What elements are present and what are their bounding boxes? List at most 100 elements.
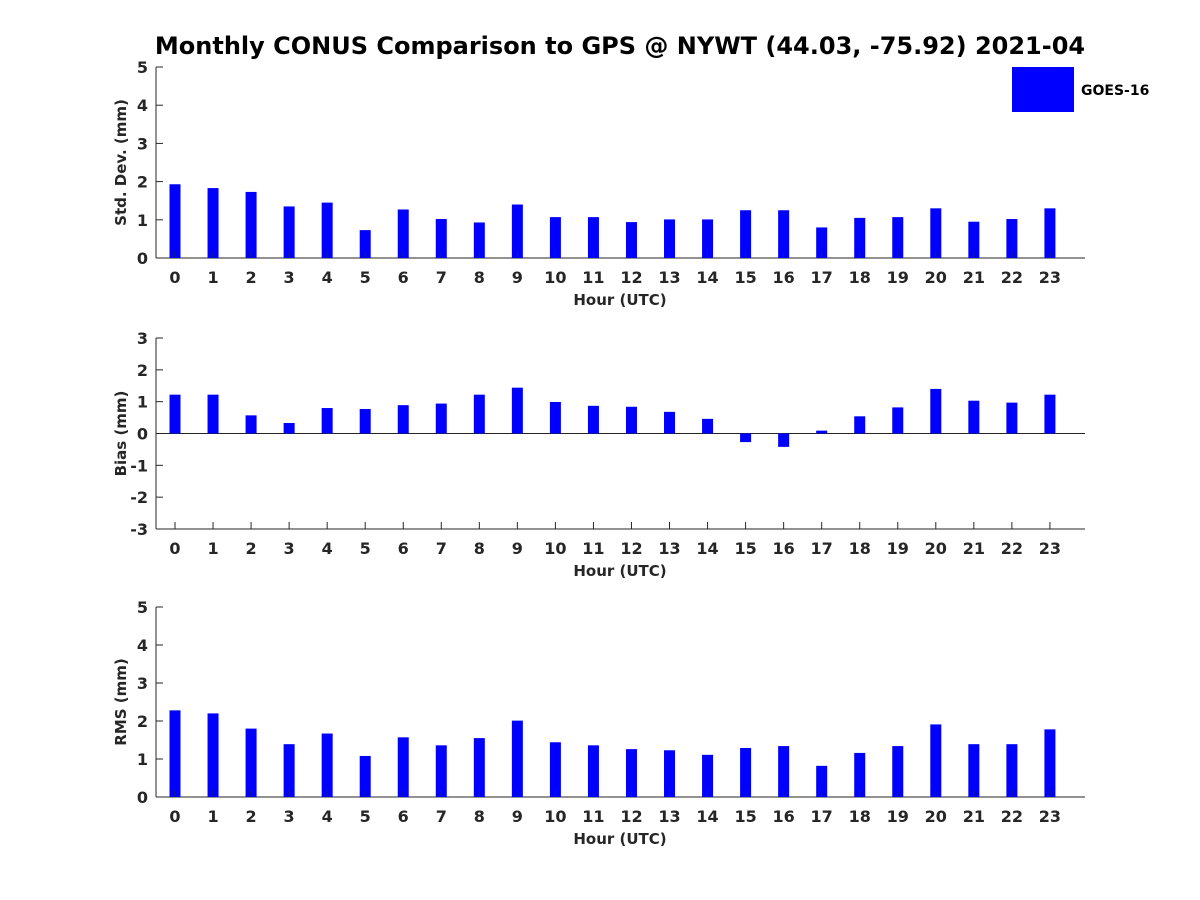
std-dev-x-tick-label: 6 [398,268,409,287]
std-dev-x-tick-label: 17 [811,268,833,287]
bias-x-tick-label: 11 [582,539,604,558]
bias-x-tick-label: 0 [169,539,180,558]
bias-x-tick-label: 2 [246,539,257,558]
bias-bar-6 [397,405,409,434]
rms-bar-23 [1044,729,1056,797]
bias-bar-5 [359,408,371,434]
rms-x-tick-label: 7 [436,807,447,826]
rms-x-tick-label: 9 [512,807,523,826]
bias-y-tick-label: -2 [130,488,148,507]
std-dev-bar-16 [778,210,790,258]
rms-x-tick-label: 21 [963,807,985,826]
rms-bar-0 [169,710,181,797]
bias-x-tick-label: 1 [207,539,218,558]
std-dev-y-tick-label: 5 [137,58,148,77]
rms-bar-10 [549,742,561,797]
bias-x-tick-label: 17 [811,539,833,558]
std-dev-x-tick-label: 22 [1001,268,1023,287]
std-dev-x-tick-label: 23 [1039,268,1061,287]
rms-bar-19 [892,746,904,797]
bias-x-tick-label: 5 [360,539,371,558]
bias-x-tick-label: 7 [436,539,447,558]
bias-bar-16 [778,433,790,447]
rms-x-tick-label: 10 [544,807,566,826]
std-dev-y-tick-label: 4 [137,96,148,115]
bias-y-axis-label: Bias (mm) [112,391,130,477]
rms-x-tick-label: 16 [773,807,795,826]
std-dev-x-tick-label: 15 [734,268,756,287]
bias-x-tick-label: 3 [284,539,295,558]
std-dev-bar-18 [854,217,866,258]
std-dev-x-tick-label: 3 [284,268,295,287]
bias-bar-4 [321,408,333,434]
std-dev-x-tick-label: 10 [544,268,566,287]
rms-y-tick-label: 1 [137,750,148,769]
bias-x-tick-label: 9 [512,539,523,558]
rms-bar-16 [778,746,790,797]
chart-title: Monthly CONUS Comparison to GPS @ NYWT (… [155,32,1085,60]
bias-bar-21 [968,400,980,434]
std-dev-bar-21 [968,221,980,258]
std-dev-y-axis-label: Std. Dev. (mm) [112,99,130,226]
bias-bar-13 [664,411,676,434]
legend: GOES-16 [1012,67,1149,112]
rms-x-axis-label: Hour (UTC) [573,830,666,848]
rms-x-tick-label: 3 [284,807,295,826]
bias-x-tick-label: 10 [544,539,566,558]
bias-bar-7 [435,403,447,434]
std-dev-y-tick-label: 1 [137,211,148,230]
bias-bar-22 [1006,402,1018,434]
rms-bar-12 [625,749,637,797]
std-dev-bar-4 [321,202,333,258]
rms-bar-20 [930,724,942,797]
std-dev-bar-8 [473,222,485,258]
bias-bar-11 [587,405,599,434]
rms-x-tick-label: 2 [246,807,257,826]
std-dev-x-tick-label: 12 [620,268,642,287]
bias-bar-23 [1044,394,1056,434]
std-dev-bar-5 [359,230,371,258]
rms-x-tick-label: 6 [398,807,409,826]
rms-x-tick-label: 5 [360,807,371,826]
rms-bar-3 [283,744,295,797]
bias-bar-12 [625,406,637,434]
rms-bar-4 [321,733,333,797]
bias-y-tick-label: -3 [130,520,148,539]
rms-bar-5 [359,755,371,797]
std-dev-x-tick-label: 1 [207,268,218,287]
bias-bar-19 [892,407,904,434]
std-dev-bar-23 [1044,208,1056,258]
bias-x-tick-label: 22 [1001,539,1023,558]
std-dev-x-tick-label: 8 [474,268,485,287]
bias-y-tick-label: 3 [137,329,148,348]
std-dev-x-tick-label: 7 [436,268,447,287]
std-dev-y-tick-label: 3 [137,134,148,153]
std-dev-x-tick-label: 19 [887,268,909,287]
std-dev-x-tick-label: 0 [169,268,180,287]
rms-x-tick-label: 20 [925,807,947,826]
std-dev-y-tick-label: 2 [137,173,148,192]
bias-bar-0 [169,394,181,434]
bias-x-tick-label: 16 [773,539,795,558]
std-dev-bar-14 [702,219,714,258]
std-dev-x-tick-label: 2 [246,268,257,287]
std-dev-bar-13 [664,219,676,258]
bias-x-axis-label: Hour (UTC) [573,562,666,580]
bias-bar-20 [930,388,942,434]
bias-y-tick-label: -1 [130,456,148,475]
bias-y-tick-label: 0 [137,425,148,444]
rms-y-tick-label: 3 [137,674,148,693]
rms-y-axis-label: RMS (mm) [112,658,130,745]
std-dev-bar-3 [283,206,295,258]
std-dev-bar-0 [169,184,181,258]
std-dev-bar-11 [587,217,599,258]
std-dev-x-tick-label: 14 [696,268,718,287]
std-dev-x-axis-label: Hour (UTC) [573,291,666,309]
rms-x-tick-label: 13 [658,807,680,826]
rms-bar-9 [511,720,523,797]
rms-x-tick-label: 12 [620,807,642,826]
